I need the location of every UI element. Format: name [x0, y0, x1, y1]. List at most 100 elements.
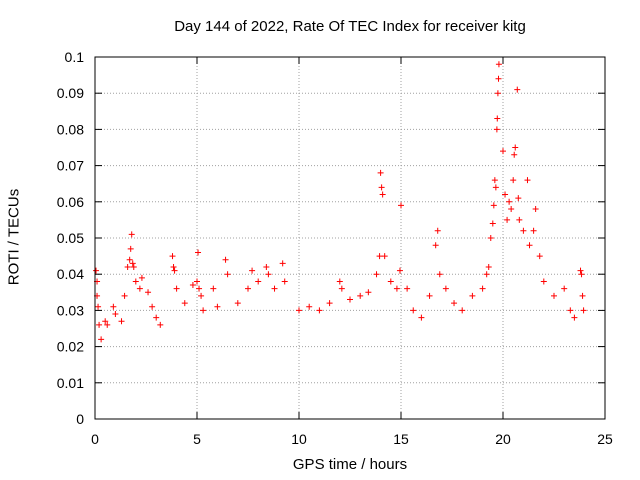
data-point — [536, 253, 543, 260]
data-point — [515, 195, 522, 202]
data-point — [281, 278, 288, 285]
data-point — [491, 177, 498, 184]
data-point — [263, 263, 270, 270]
data-point — [128, 231, 135, 238]
data-point — [169, 253, 176, 260]
data-point — [418, 314, 425, 321]
data-point — [514, 86, 521, 93]
data-point — [145, 289, 152, 296]
x-tick-label: 0 — [91, 431, 99, 447]
data-point — [398, 202, 404, 209]
data-point — [469, 292, 476, 299]
data-point — [296, 307, 302, 314]
data-point — [483, 271, 490, 278]
data-point — [279, 260, 286, 267]
data-point — [306, 303, 313, 310]
x-tick-label: 15 — [393, 431, 409, 447]
data-point — [532, 206, 539, 213]
y-tick-label: 0.07 — [57, 158, 84, 174]
data-point — [493, 126, 500, 133]
data-point — [195, 249, 202, 256]
data-point — [338, 285, 345, 292]
data-point — [153, 314, 160, 321]
data-point — [249, 267, 256, 274]
x-tick-label: 20 — [495, 431, 511, 447]
data-point — [504, 216, 511, 223]
data-point — [434, 227, 441, 234]
data-point — [516, 216, 523, 223]
data-point — [378, 184, 385, 191]
data-point — [171, 267, 178, 274]
data-point — [130, 263, 137, 270]
data-point — [189, 282, 196, 289]
data-point — [110, 303, 117, 310]
data-point — [451, 300, 458, 307]
data-point — [132, 278, 139, 285]
data-point — [579, 292, 586, 299]
data-point — [540, 278, 547, 285]
data-point — [571, 314, 578, 321]
data-point — [506, 198, 513, 205]
data-point — [194, 278, 200, 285]
data-point — [432, 242, 439, 249]
data-point — [271, 285, 278, 292]
data-point — [245, 285, 251, 292]
data-point — [490, 202, 497, 209]
y-tick-label: 0.01 — [57, 375, 84, 391]
y-tick-label: 0.09 — [57, 85, 84, 101]
data-point — [487, 235, 494, 241]
data-point — [393, 285, 400, 292]
y-tick-label: 0.06 — [57, 194, 84, 210]
gridlines — [95, 57, 605, 419]
data-point — [508, 206, 515, 213]
data-point — [530, 227, 537, 234]
data-point — [511, 151, 518, 158]
y-tick-label: 0.03 — [57, 302, 84, 318]
data-point — [127, 245, 134, 252]
data-point — [214, 303, 221, 310]
data-point — [489, 220, 496, 227]
data-point — [157, 321, 164, 328]
data-point — [524, 177, 531, 184]
data-point — [181, 300, 188, 307]
data-point — [96, 321, 103, 328]
data-point — [138, 274, 145, 281]
y-tick-label: 0.08 — [57, 121, 84, 137]
data-point — [93, 267, 100, 274]
data-point — [396, 267, 403, 274]
data-point — [436, 271, 443, 278]
data-point — [118, 318, 125, 325]
y-tick-label: 0 — [76, 411, 84, 427]
data-point — [173, 285, 180, 292]
y-tick-label: 0.04 — [57, 266, 84, 282]
y-tick-label: 0.05 — [57, 230, 84, 246]
data-point — [567, 307, 574, 314]
data-point — [347, 296, 353, 303]
data-point — [210, 285, 217, 292]
data-point — [126, 256, 133, 263]
data-point — [404, 285, 411, 292]
data-points — [93, 61, 587, 343]
data-point — [381, 253, 388, 260]
data-point — [373, 271, 380, 278]
data-point — [136, 285, 143, 292]
data-point — [551, 292, 557, 299]
data-point — [459, 307, 466, 314]
data-point — [129, 260, 136, 267]
data-point — [526, 242, 533, 249]
data-point — [520, 227, 527, 234]
data-point — [442, 285, 449, 292]
data-point — [336, 278, 343, 285]
data-point — [495, 75, 502, 82]
data-point — [196, 285, 203, 292]
y-tick-label: 0.02 — [57, 339, 84, 355]
data-point — [479, 285, 486, 292]
data-point — [510, 177, 517, 184]
data-point — [149, 303, 156, 310]
data-point — [580, 307, 587, 314]
data-point — [577, 267, 584, 274]
data-point — [426, 292, 433, 299]
data-point — [326, 300, 333, 307]
data-point — [512, 144, 519, 151]
data-point — [365, 289, 372, 296]
